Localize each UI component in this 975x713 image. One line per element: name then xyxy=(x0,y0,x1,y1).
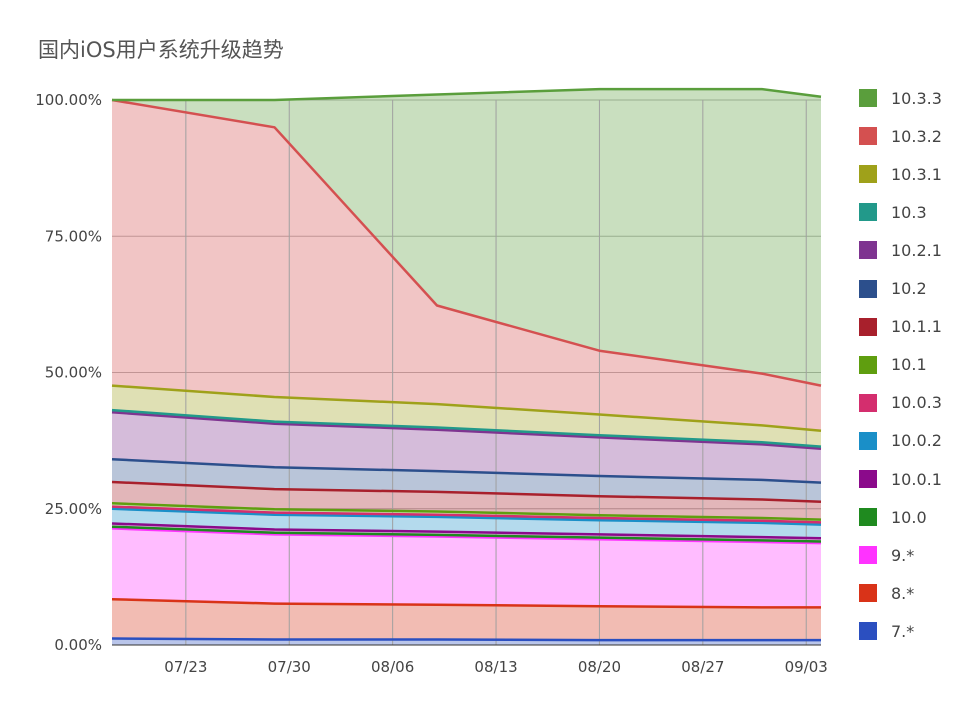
legend-swatch xyxy=(859,508,877,527)
line-10-1-1 xyxy=(111,480,822,503)
x-tick-label: 09/03 xyxy=(785,658,828,676)
legend-item[interactable]: 7.* xyxy=(859,619,914,643)
line-10-0-2 xyxy=(111,507,822,526)
legend-label: 10.3 xyxy=(891,202,927,222)
legend-swatch xyxy=(859,431,877,450)
legend-item[interactable]: 10.1.1 xyxy=(859,315,942,339)
line-10-2 xyxy=(111,457,822,484)
legend-label: 10.3.2 xyxy=(891,126,942,146)
legend-swatch xyxy=(859,165,877,184)
y-tick-label: 50.00% xyxy=(45,364,102,382)
legend-swatch xyxy=(859,127,877,146)
legend-swatch xyxy=(859,470,877,488)
legend-swatch xyxy=(859,355,877,374)
y-tick-label: 100.00% xyxy=(35,91,102,109)
legend-swatch xyxy=(859,546,877,565)
legend-item[interactable]: 10.3.3 xyxy=(859,86,942,110)
legend-label: 10.2 xyxy=(891,279,927,298)
y-tick-label: 25.00% xyxy=(45,500,102,518)
legend-label: 7.* xyxy=(891,621,915,641)
line-10-0 xyxy=(111,525,822,543)
legend-item[interactable]: 10.0.3 xyxy=(859,391,942,415)
y-tick-label: 0.00% xyxy=(54,636,102,654)
legend-item[interactable]: 10.1 xyxy=(859,353,927,377)
legend-label: 10.3.3 xyxy=(891,88,942,108)
line-9- xyxy=(111,527,822,545)
legend-label: 10.0.3 xyxy=(891,393,942,413)
legend-item[interactable]: 10.3.2 xyxy=(859,124,942,148)
legend-item[interactable]: 10.3.1 xyxy=(859,162,942,186)
legend-item[interactable]: 10.0.2 xyxy=(859,429,942,453)
legend-item[interactable]: 10.0 xyxy=(859,505,927,529)
x-tick-label: 08/06 xyxy=(371,658,414,676)
line-7- xyxy=(111,637,821,642)
x-tick-label: 07/30 xyxy=(268,658,311,676)
x-tick-label: 08/20 xyxy=(578,658,621,676)
legend-label: 8.* xyxy=(891,583,915,603)
legend-label: 10.2.1 xyxy=(891,240,942,260)
area-10-3-3 xyxy=(112,89,821,386)
x-tick-label: 07/23 xyxy=(164,658,207,676)
line-10-3-1 xyxy=(111,384,822,433)
line-10-2-1 xyxy=(111,411,822,451)
chart-title: 国内iOS用户系统升级趋势 xyxy=(38,38,284,62)
line-10-1 xyxy=(111,502,822,521)
legend-label: 10.1.1 xyxy=(891,317,942,337)
legend-item[interactable]: 8.* xyxy=(859,581,914,605)
legend-label: 10.1 xyxy=(891,355,927,375)
line-10-0-3 xyxy=(111,505,822,524)
legend-item[interactable]: 10.0.1 xyxy=(859,467,942,491)
series-lines xyxy=(111,87,822,645)
legend-label: 10.0.1 xyxy=(891,469,942,489)
legend-swatch xyxy=(859,241,877,260)
legend-swatch xyxy=(859,279,877,298)
line-10-0-1 xyxy=(111,522,822,540)
legend-swatch xyxy=(859,89,877,107)
legend-item[interactable]: 10.2 xyxy=(859,277,927,301)
legend-swatch xyxy=(859,203,877,222)
legend-swatch xyxy=(859,317,877,336)
legend-item[interactable]: 10.3 xyxy=(859,200,927,224)
axes: 0.00% 25.00% 50.00% 75.00% 100.00% 07/23 07/30… xyxy=(35,91,828,676)
legend-item[interactable]: 9.* xyxy=(859,543,914,567)
legend-label: 10.3.1 xyxy=(891,164,942,184)
line-8- xyxy=(111,597,821,609)
line-10-3 xyxy=(111,408,822,448)
line-10-3-2 xyxy=(111,98,822,387)
line-10-3-3 xyxy=(112,87,822,102)
x-tick-label: 08/13 xyxy=(474,658,517,676)
legend-label: 10.0 xyxy=(891,507,927,527)
legend-label: 9.* xyxy=(891,545,915,565)
x-tick-label: 08/27 xyxy=(681,658,724,676)
legend-label: 10.0.2 xyxy=(891,431,942,451)
y-tick-label: 75.00% xyxy=(45,227,102,245)
legend-item[interactable]: 10.2.1 xyxy=(859,238,942,262)
legend-swatch xyxy=(859,584,877,603)
legend-swatch xyxy=(859,622,877,641)
legend-swatch xyxy=(859,393,877,412)
